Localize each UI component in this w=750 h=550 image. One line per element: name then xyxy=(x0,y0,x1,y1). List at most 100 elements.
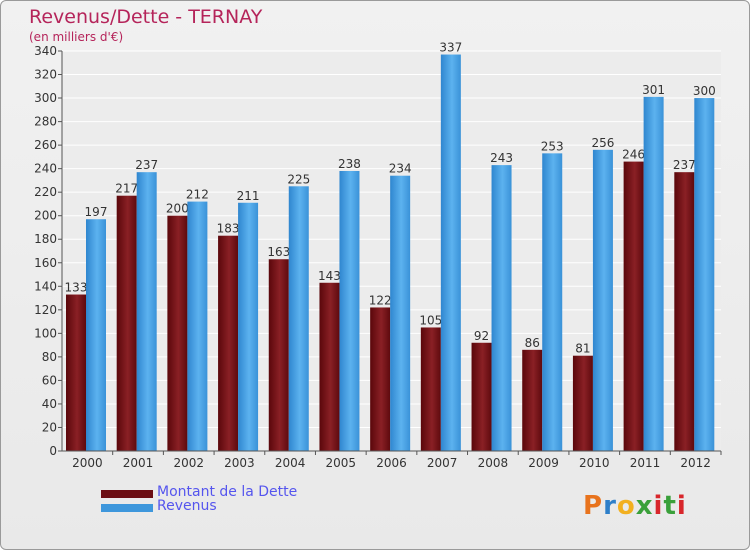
x-tick-label: 2000 xyxy=(72,456,103,470)
bar-debt xyxy=(167,215,188,451)
bar-revenue xyxy=(86,219,106,451)
bar-debt xyxy=(623,161,644,451)
logo-letter: i xyxy=(653,491,664,521)
chart-subtitle: (en milliers d'€) xyxy=(29,30,124,44)
x-tick-label: 2003 xyxy=(224,456,255,470)
bar-revenue xyxy=(339,171,360,451)
data-label-revenue: 256 xyxy=(591,136,614,150)
x-tick-label: 2011 xyxy=(630,456,661,470)
y-tick-label: 340 xyxy=(34,44,57,58)
data-label-revenue: 301 xyxy=(642,83,665,97)
legend-swatch-debt xyxy=(101,490,153,498)
y-tick-label: 260 xyxy=(34,138,57,152)
bar-debt xyxy=(522,349,543,451)
bar-debt xyxy=(268,259,289,451)
y-tick-label: 280 xyxy=(34,115,57,129)
data-label-revenue: 211 xyxy=(237,189,260,203)
data-label-revenue: 243 xyxy=(490,151,513,165)
y-tick-label: 220 xyxy=(34,185,57,199)
logo-letter: t xyxy=(663,491,677,521)
logo-letter: r xyxy=(603,491,617,521)
y-tick-label: 160 xyxy=(34,256,57,270)
bar-revenue xyxy=(136,172,157,452)
x-axis: 2000 2001 2002 2003 2004 2005 2006 2007 2008 2009… xyxy=(62,450,722,470)
legend-label-debt: Montant de la Dette xyxy=(157,484,298,500)
bar-debt xyxy=(572,355,593,451)
data-label-debt: 183 xyxy=(217,222,240,236)
y-tick-label: 320 xyxy=(34,68,57,82)
bar-revenue xyxy=(542,153,563,451)
y-tick-label: 80 xyxy=(42,350,57,364)
bar-revenue xyxy=(643,96,664,451)
logo-letter: x xyxy=(635,491,654,521)
bar-debt xyxy=(471,342,492,451)
bar-revenue xyxy=(288,186,309,451)
x-tick-label: 2001 xyxy=(123,456,154,470)
y-tick-label: 60 xyxy=(42,373,57,387)
legend-label-revenue: Revenus xyxy=(157,498,217,514)
data-label-revenue: 234 xyxy=(389,162,412,176)
x-tick-label: 2005 xyxy=(326,456,357,470)
x-tick-label: 2006 xyxy=(376,456,407,470)
data-label-debt: 143 xyxy=(318,269,341,283)
bar-debt xyxy=(66,294,86,451)
data-label-revenue: 253 xyxy=(541,139,564,153)
x-tick-label: 2008 xyxy=(478,456,509,470)
data-label-debt: 86 xyxy=(525,336,540,350)
x-tick-label: 2007 xyxy=(427,456,458,470)
x-tick-label: 2009 xyxy=(528,456,559,470)
bar-revenue xyxy=(440,54,461,451)
y-tick-label: 20 xyxy=(42,420,57,434)
data-label-revenue: 300 xyxy=(693,84,716,98)
data-label-revenue: 238 xyxy=(338,157,361,171)
bar-revenue xyxy=(592,149,613,451)
data-label-debt: 217 xyxy=(115,182,138,196)
bar-debt xyxy=(370,307,391,451)
data-label-revenue: 337 xyxy=(439,41,462,55)
y-tick-label: 120 xyxy=(34,303,57,317)
chart-title: Revenus/Dette - TERNAY xyxy=(29,6,263,28)
bar-revenue xyxy=(238,202,259,451)
bar-revenue xyxy=(491,165,512,451)
y-tick-label: 200 xyxy=(34,209,57,223)
bar-debt xyxy=(674,172,695,452)
y-tick-label: 100 xyxy=(34,326,57,340)
data-label-debt: 92 xyxy=(474,329,489,343)
data-label-revenue: 212 xyxy=(186,188,209,202)
data-label-debt: 105 xyxy=(419,313,442,327)
data-label-revenue: 197 xyxy=(85,205,108,219)
proxiti-logo: Proxiti xyxy=(583,491,687,521)
data-label-debt: 246 xyxy=(622,148,645,162)
data-label-debt: 122 xyxy=(369,293,392,307)
bar-debt xyxy=(116,195,137,451)
data-label-debt: 163 xyxy=(267,245,290,259)
x-tick-label: 2012 xyxy=(680,456,711,470)
bar-debt xyxy=(420,327,441,451)
logo-letter: i xyxy=(676,491,687,521)
bar-revenue xyxy=(187,201,208,451)
y-tick-label: 0 xyxy=(49,444,57,458)
bar-debt xyxy=(319,282,340,451)
data-label-debt: 81 xyxy=(575,342,590,356)
data-label-debt: 200 xyxy=(166,202,189,216)
bar-revenue xyxy=(694,98,715,451)
y-tick-label: 240 xyxy=(34,162,57,176)
x-tick-label: 2010 xyxy=(579,456,610,470)
y-tick-label: 140 xyxy=(34,279,57,293)
logo-letter: P xyxy=(583,491,604,521)
y-axis: 0 20 40 60 80 100 120 140 160 180 200 220 240 260 280 3… xyxy=(34,44,63,458)
x-tick-label: 2004 xyxy=(275,456,306,470)
bar-debt xyxy=(218,235,239,451)
y-tick-label: 180 xyxy=(34,232,57,246)
x-tick-label: 2002 xyxy=(173,456,204,470)
y-tick-label: 40 xyxy=(42,397,57,411)
logo-letter: o xyxy=(616,491,636,521)
data-label-debt: 237 xyxy=(673,158,696,172)
data-label-debt: 133 xyxy=(65,281,88,295)
y-tick-label: 300 xyxy=(34,91,57,105)
data-label-revenue: 225 xyxy=(287,172,310,186)
data-label-revenue: 237 xyxy=(135,158,158,172)
